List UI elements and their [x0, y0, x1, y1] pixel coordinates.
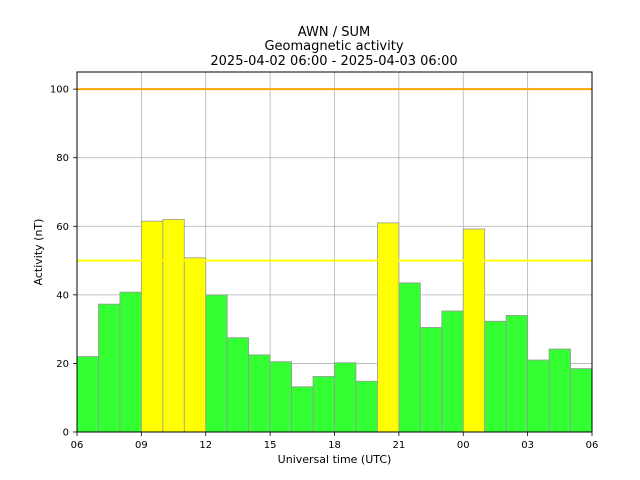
x-tick-label: 15	[264, 440, 277, 451]
activity-bar	[248, 354, 271, 433]
chart-title-line-2: Geomagnetic activity	[264, 39, 403, 54]
activity-bar	[441, 310, 464, 433]
y-tick-label: 20	[56, 359, 69, 370]
activity-bar	[226, 337, 250, 433]
activity-bar	[119, 291, 142, 433]
activity-bar	[377, 222, 400, 433]
x-tick-label: 21	[393, 440, 406, 451]
activity-bar	[419, 327, 443, 433]
bars	[76, 219, 593, 433]
activity-bar	[334, 362, 357, 433]
x-tick-label: 12	[199, 440, 212, 451]
activity-bar	[312, 376, 335, 433]
activity-bar	[484, 320, 507, 433]
x-tick-label: 09	[135, 440, 148, 451]
y-axis-label: Activity (nT)	[32, 219, 45, 286]
activity-bar	[98, 303, 121, 433]
y-tick-label: 60	[56, 222, 69, 233]
threshold-lines	[77, 88, 592, 262]
y-tick-label: 100	[50, 85, 69, 96]
activity-bar	[398, 282, 421, 433]
activity-bar	[291, 386, 314, 433]
activity-bar	[76, 356, 99, 433]
y-tick-label: 0	[63, 428, 69, 439]
activity-bar	[162, 219, 185, 433]
x-tick-label: 03	[521, 440, 534, 451]
activity-bar	[140, 220, 164, 433]
activity-bar	[462, 228, 486, 433]
x-tick-label: 06	[71, 440, 84, 451]
activity-bar	[205, 294, 228, 433]
activity-bar	[355, 380, 378, 433]
activity-bar	[505, 315, 529, 433]
y-tick-label: 80	[56, 153, 69, 164]
activity-bar	[548, 348, 571, 433]
y-tick-label: 40	[56, 290, 69, 301]
activity-bar	[183, 257, 207, 433]
x-axis-label: Universal time (UTC)	[278, 453, 392, 466]
x-tick-label: 18	[328, 440, 341, 451]
activity-bar	[570, 368, 593, 433]
x-tick-label: 00	[457, 440, 470, 451]
chart-title-line-1: AWN / SUM	[298, 25, 370, 40]
activity-bar	[527, 359, 550, 433]
x-tick-label: 06	[586, 440, 599, 451]
activity-bar	[269, 361, 292, 433]
chart-title-line-3: 2025-04-02 06:00 - 2025-04-03 06:00	[210, 54, 457, 69]
